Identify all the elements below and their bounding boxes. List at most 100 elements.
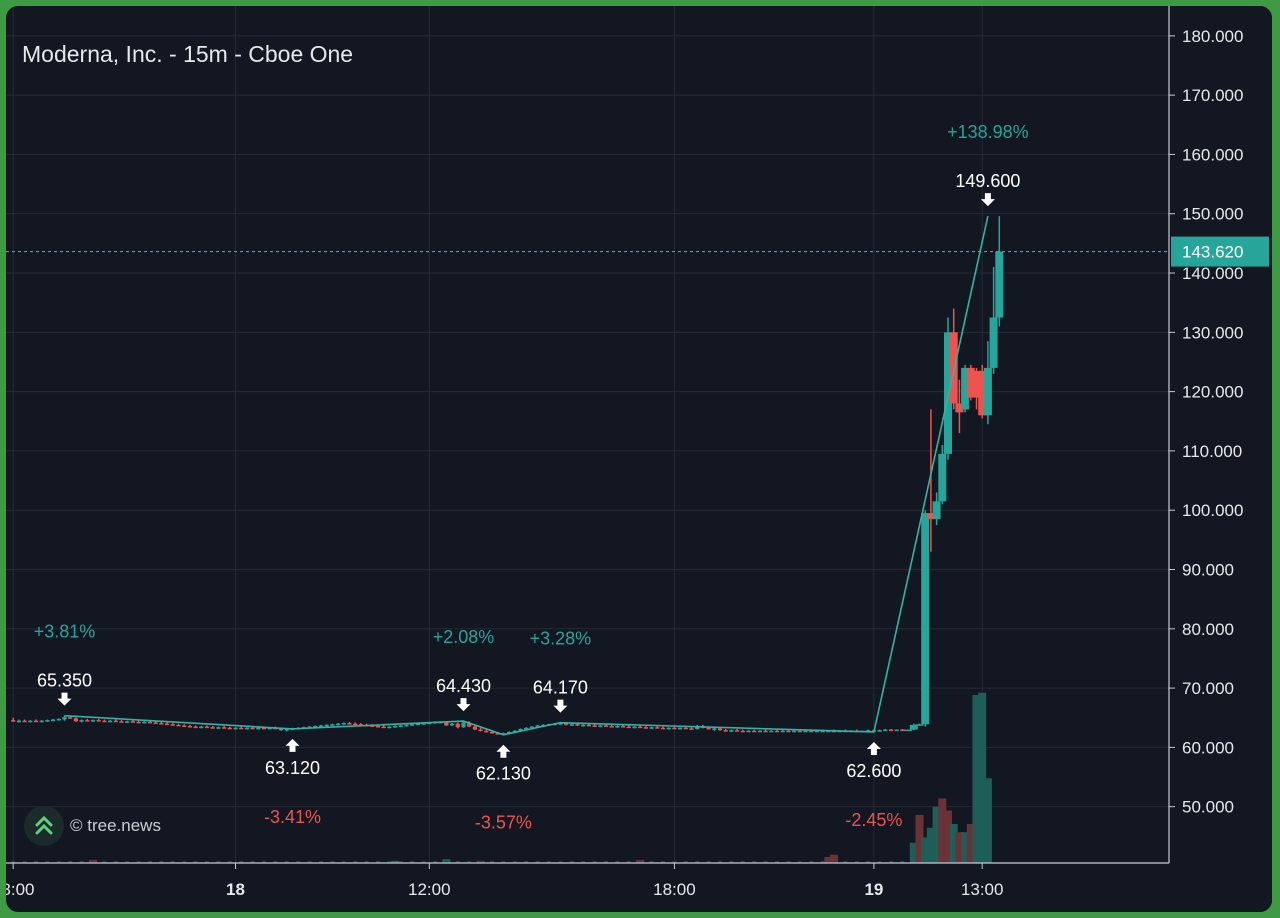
- candle-body: [176, 724, 181, 727]
- volume-bar: [889, 861, 893, 863]
- price-axis-background: [1169, 6, 1272, 912]
- chart-title: Moderna, Inc. - 15m - Cboe One: [22, 41, 354, 67]
- candle-body: [244, 727, 249, 730]
- volume-bar: [978, 692, 987, 863]
- chart-frame: 65.350 +3.81% 63.120 -3.41% 64.430 +2.08% 62.1…: [6, 6, 1272, 912]
- candle-body: [774, 730, 780, 733]
- volume-bar: [558, 861, 563, 863]
- candle-body: [478, 729, 483, 732]
- volume-bar: [944, 810, 952, 863]
- volume-bar: [296, 861, 301, 863]
- volume-bar: [569, 861, 574, 863]
- volume-bar: [581, 861, 586, 863]
- volume-bar: [501, 861, 506, 863]
- volume-bar: [68, 861, 73, 863]
- candle-body: [529, 726, 534, 729]
- candle-body: [113, 720, 118, 723]
- volume-bar: [22, 861, 27, 863]
- volume-bar: [91, 861, 95, 863]
- candle-body: [672, 727, 677, 730]
- volume-bar: [786, 861, 791, 863]
- volume-bar: [524, 861, 529, 863]
- price-tick-label: 60.000: [1182, 738, 1234, 757]
- pivot-percent-label: +138.98%: [947, 122, 1029, 142]
- candle-body: [660, 727, 666, 730]
- volume-bar: [729, 861, 734, 863]
- candle-body: [666, 727, 671, 730]
- candle-body: [717, 728, 723, 731]
- candle-body: [932, 501, 941, 520]
- candle-body: [746, 730, 751, 733]
- pivot-high-arrow-icon: [980, 193, 995, 207]
- time-tick-label: 18: [226, 880, 245, 899]
- volume-bar: [915, 815, 924, 863]
- candle-body: [193, 726, 198, 729]
- candle-body: [803, 730, 808, 733]
- pivot-percent-label: -2.45%: [845, 810, 902, 830]
- volume-bar: [444, 861, 449, 863]
- candle-body: [978, 370, 987, 416]
- tree-news-logo-icon: [24, 806, 64, 846]
- candle-body: [883, 729, 888, 732]
- candle-body: [609, 726, 614, 728]
- price-tick-label: 180.000: [1182, 27, 1243, 46]
- volume-bar: [921, 837, 930, 863]
- candle-body: [592, 725, 597, 727]
- volume-bar: [909, 842, 918, 863]
- price-chart[interactable]: 65.350 +3.81% 63.120 -3.41% 64.430 +2.08% 62.1…: [6, 6, 1272, 912]
- time-tick-label: 13:00: [961, 880, 1004, 899]
- candle-body: [632, 726, 637, 729]
- volume-bar: [273, 861, 278, 863]
- price-tick-label: 100.000: [1182, 501, 1243, 520]
- candle-body: [455, 723, 460, 728]
- candle-body: [615, 726, 620, 728]
- volume-bar: [763, 861, 768, 863]
- candle-body: [410, 724, 415, 726]
- price-tick-label: 160.000: [1182, 145, 1243, 164]
- volume-bar: [56, 861, 61, 863]
- candle-body: [558, 723, 563, 725]
- volume-bar: [932, 806, 941, 863]
- candle-body: [826, 730, 831, 733]
- volume-bar: [820, 861, 825, 863]
- candle-body: [284, 728, 289, 731]
- candle-body: [415, 723, 420, 726]
- candle-body: [926, 513, 935, 520]
- watermark: © tree.news: [24, 806, 161, 846]
- candle-body: [735, 730, 740, 732]
- candle-body: [995, 251, 1004, 318]
- candle-body: [484, 730, 489, 733]
- candle-body: [375, 726, 381, 728]
- volume-bar: [592, 861, 597, 863]
- time-tick-label: 18:00: [6, 880, 34, 899]
- volume-bar: [830, 854, 838, 863]
- volume-bar: [376, 861, 380, 863]
- pivot-high-arrow-icon: [553, 699, 568, 713]
- candle-body: [809, 730, 814, 733]
- candle-body: [626, 726, 631, 729]
- price-tick-label: 120.000: [1182, 383, 1243, 402]
- time-tick-label: 12:00: [408, 880, 451, 899]
- volume-bar: [866, 861, 871, 863]
- candle-body: [866, 730, 871, 732]
- pivot-percent-label: +3.81%: [34, 622, 96, 642]
- volume-bar: [227, 861, 232, 863]
- candle-body: [524, 727, 529, 730]
- pivot-high-arrow-icon: [57, 692, 72, 706]
- pivot-percent-label: +2.08%: [433, 627, 495, 647]
- zigzag-line: [64, 215, 989, 736]
- candle-body: [318, 725, 324, 727]
- volume-bar: [809, 861, 814, 863]
- candle-body: [68, 717, 73, 719]
- candle-body: [119, 721, 124, 723]
- candle-body: [786, 730, 791, 733]
- volume-bar: [683, 861, 688, 863]
- candle-body: [353, 723, 358, 726]
- candle-body: [649, 727, 654, 729]
- candle-body: [989, 317, 998, 368]
- volume-bar: [547, 861, 551, 863]
- volume-bar: [421, 861, 426, 863]
- candle-body: [643, 727, 648, 729]
- candle-body: [723, 730, 728, 732]
- candle-body: [877, 730, 882, 732]
